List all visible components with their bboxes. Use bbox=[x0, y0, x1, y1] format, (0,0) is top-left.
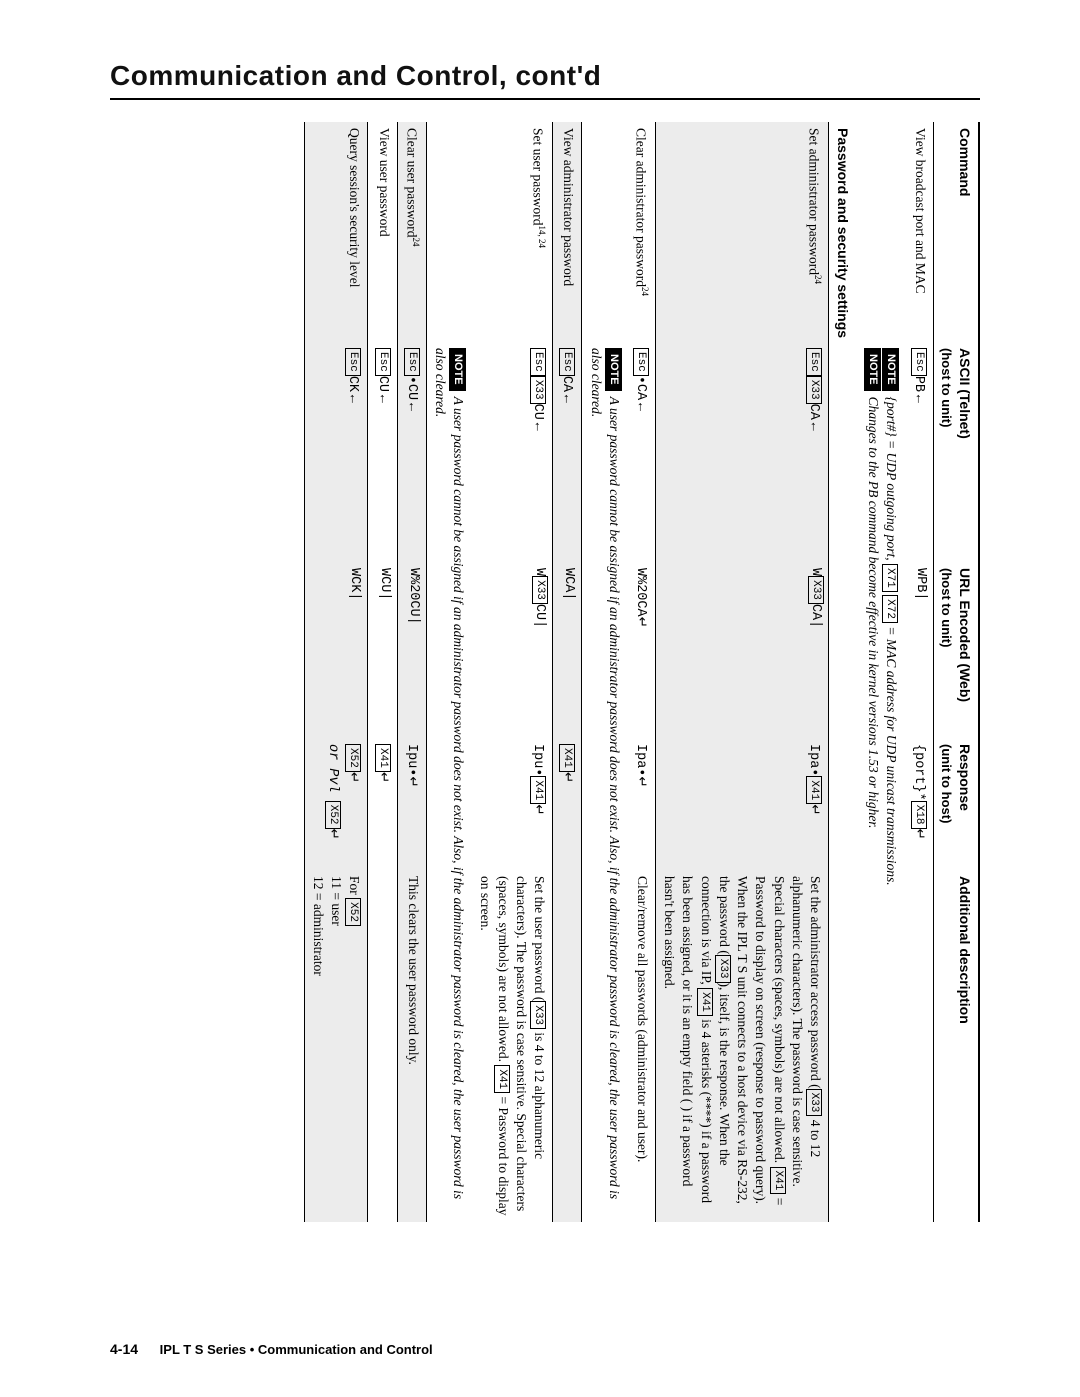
cell-resp: Ipa• bbox=[627, 738, 656, 870]
row-view-user: View user password EscCU WCU| X41 bbox=[368, 122, 397, 1222]
th-desc: Additional description bbox=[933, 870, 979, 1222]
cell-cmd: Set user password14, 24 bbox=[471, 122, 552, 342]
row-bottom-border bbox=[304, 122, 305, 1222]
table-header-row: Command ASCII (Telnet)(host to unit) URL… bbox=[933, 122, 979, 1222]
cell-note: NOTEA user password cannot be assigned i… bbox=[426, 342, 471, 1222]
cell-url: WX33CU| bbox=[471, 562, 552, 738]
cell-url: WCU| bbox=[368, 562, 397, 738]
cell-ascii: EscX33CA bbox=[656, 342, 829, 562]
cell-ascii: EscCA bbox=[553, 342, 582, 562]
cell-resp: X41 bbox=[368, 738, 397, 870]
cell-resp: X41 bbox=[553, 738, 582, 870]
cell-resp: {port}*X18 bbox=[904, 738, 933, 870]
rotated-table-wrap: Command ASCII (Telnet)(host to unit) URL… bbox=[110, 122, 980, 1222]
row-set-user-note: NOTEA user password cannot be assigned i… bbox=[426, 122, 471, 1222]
cell-desc: Set the administrator access password (X… bbox=[656, 870, 829, 1222]
page-title: Communication and Control, cont'd bbox=[110, 60, 980, 92]
cell-cmd: View user password bbox=[368, 122, 397, 342]
cell-url: W%20CU| bbox=[397, 562, 426, 738]
th-command: Command bbox=[933, 122, 979, 342]
cell-ascii: EscPB bbox=[904, 342, 933, 562]
row-query-sec: Query session's security level EscCK WCK… bbox=[304, 122, 368, 1222]
page-footer: 4-14 IPL T S Series • Communication and … bbox=[110, 1341, 433, 1357]
cell-desc: Set the user password (X33 is 4 to 12 al… bbox=[471, 870, 552, 1222]
cell-cmd: Query session's security level bbox=[304, 122, 368, 342]
cell-notes: NOTE{port#} = UDP outgoing port, X71 X72… bbox=[860, 342, 904, 1222]
cell-ascii: EscCK bbox=[304, 342, 368, 562]
cell-resp: Ipu•X41 bbox=[471, 738, 552, 870]
row-view-admin: View administrator password EscCA WCA| X… bbox=[553, 122, 582, 1222]
cell-ascii: Esc•CU bbox=[397, 342, 426, 562]
cell-cmd: Set administrator password24 bbox=[656, 122, 829, 342]
row-clear-user: Clear user password24 Esc•CU W%20CU| Ipu… bbox=[397, 122, 426, 1222]
cell-cmd: Clear administrator password24 bbox=[627, 122, 656, 342]
page-number: 4-14 bbox=[110, 1341, 138, 1357]
cell-cmd: Clear user password24 bbox=[397, 122, 426, 342]
cell-desc: This clears the user password only. bbox=[397, 870, 426, 1222]
cell-resp: Ipu• bbox=[397, 738, 426, 870]
cell-url: WX33CA| bbox=[656, 562, 829, 738]
cell-ascii: EscX33CU bbox=[471, 342, 552, 562]
cell-desc: For X52 11 = user 12 = administrator bbox=[304, 870, 368, 1222]
cell-url: WPB| bbox=[904, 562, 933, 738]
cell-desc: Clear/remove all passwords (administrato… bbox=[627, 870, 656, 1222]
cell-url: WCA| bbox=[553, 562, 582, 738]
row-set-user: Set user password14, 24 EscX33CU WX33CU|… bbox=[471, 122, 552, 1222]
cell-url: W%20CA bbox=[627, 562, 656, 738]
cell-resp: X52 or Pvl X52 bbox=[304, 738, 368, 870]
th-resp: Response(unit to host) bbox=[933, 738, 979, 870]
cell-desc bbox=[904, 870, 933, 1222]
command-table: Command ASCII (Telnet)(host to unit) URL… bbox=[304, 122, 980, 1222]
th-ascii: ASCII (Telnet)(host to unit) bbox=[933, 342, 979, 562]
row-clear-admin-note: NOTEA user password cannot be assigned i… bbox=[582, 122, 627, 1222]
cell-ascii: EscCU bbox=[368, 342, 397, 562]
row-clear-admin: Clear administrator password24 Esc•CA W%… bbox=[627, 122, 656, 1222]
th-url: URL Encoded (Web)(host to unit) bbox=[933, 562, 979, 738]
row-view-broadcast-notes: NOTE{port#} = UDP outgoing port, X71 X72… bbox=[860, 122, 904, 1222]
book-title: IPL T S Series • Communication and Contr… bbox=[160, 1342, 433, 1357]
cell-cmd: View administrator password bbox=[553, 122, 582, 342]
cell-cmd: View broadcast port and MAC bbox=[904, 122, 933, 342]
section-password: Password and security settings bbox=[829, 122, 860, 1222]
row-set-admin: Set administrator password24 EscX33CA WX… bbox=[656, 122, 829, 1222]
title-rule bbox=[110, 98, 980, 100]
row-view-broadcast: View broadcast port and MAC EscPB WPB| {… bbox=[904, 122, 933, 1222]
cell-ascii: Esc•CA bbox=[627, 342, 656, 562]
cell-url: WCK| bbox=[304, 562, 368, 738]
cell-note: NOTEA user password cannot be assigned i… bbox=[582, 342, 627, 1222]
cell-resp: Ipa•X41 bbox=[656, 738, 829, 870]
